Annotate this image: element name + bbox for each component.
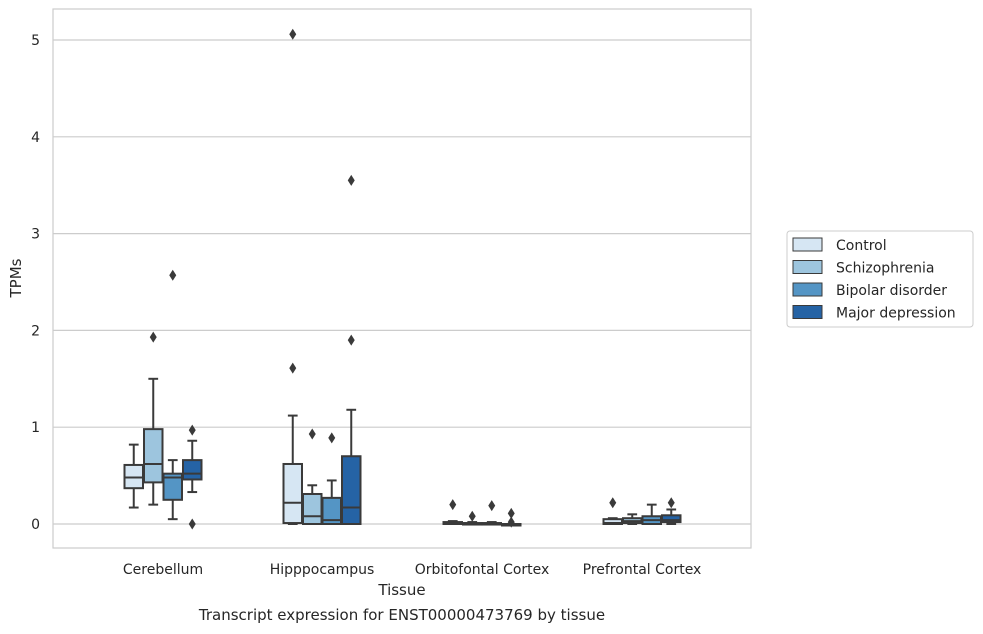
box-major-depression xyxy=(341,174,362,525)
box-bipolar-disorder xyxy=(641,503,662,525)
box-schizophrenia xyxy=(302,428,323,526)
y-tick-label: 0 xyxy=(31,517,40,533)
legend-swatch xyxy=(792,282,823,297)
box-bipolar-disorder xyxy=(481,500,502,526)
box xyxy=(282,462,303,525)
outlier-point xyxy=(328,432,336,444)
legend-swatch xyxy=(792,305,823,319)
box xyxy=(341,455,362,525)
x-tick-label: Cerebellum xyxy=(123,562,203,578)
box-bipolar-disorder xyxy=(321,432,342,526)
box-schizophrenia xyxy=(143,331,164,506)
outlier-point xyxy=(609,497,617,509)
outlier-point xyxy=(507,516,515,528)
box-schizophrenia xyxy=(462,510,483,526)
legend: Control Schizophrenia Bipolar disorder Majo… xyxy=(786,230,974,328)
box-control xyxy=(282,28,303,525)
box xyxy=(143,428,164,484)
outlier-point xyxy=(149,331,157,343)
legend-label: Control xyxy=(836,238,887,254)
y-tick-label: 4 xyxy=(31,130,40,146)
figure-caption: Transcript expression for ENST0000047376… xyxy=(198,606,606,624)
outlier-point xyxy=(507,507,515,519)
x-tick-label: Orbitofontal Cortex xyxy=(415,562,550,578)
box xyxy=(162,472,183,501)
box-major-depression xyxy=(661,497,682,525)
box xyxy=(182,459,203,481)
plot-area xyxy=(52,8,752,549)
box-schizophrenia xyxy=(622,513,643,525)
x-axis-label: Tissue xyxy=(377,581,425,599)
outlier-point xyxy=(289,362,297,374)
box-control xyxy=(123,443,144,509)
y-tick-label: 5 xyxy=(31,33,40,49)
outlier-point xyxy=(347,334,355,346)
box-major-depression xyxy=(182,424,203,530)
outlier-point xyxy=(188,518,196,530)
box-groups xyxy=(123,28,682,530)
legend-swatch xyxy=(792,260,823,274)
outlier-point xyxy=(347,174,355,186)
x-axis-ticks: Cerebellum Hipppocampus Orbitofontal Corte… xyxy=(123,562,701,578)
y-tick-label: 2 xyxy=(31,323,40,339)
outlier-point xyxy=(667,497,675,509)
y-tick-label: 3 xyxy=(31,227,40,243)
outlier-point xyxy=(188,424,196,436)
outlier-point xyxy=(449,499,457,511)
box-control xyxy=(442,499,463,526)
outlier-point xyxy=(289,28,297,40)
box-bipolar-disorder xyxy=(162,269,183,521)
y-axis-label: TPMs xyxy=(7,258,25,298)
box xyxy=(302,492,323,526)
legend-label: Bipolar disorder xyxy=(836,283,947,299)
outlier-point xyxy=(468,510,476,522)
outlier-point xyxy=(488,500,496,512)
legend-swatch xyxy=(792,237,823,252)
outlier-point xyxy=(169,269,177,281)
box xyxy=(661,514,682,524)
legend-label: Schizophrenia xyxy=(836,261,934,277)
y-tick-label: 1 xyxy=(31,420,40,436)
box-control xyxy=(602,497,623,525)
outlier-point xyxy=(308,428,316,440)
y-axis-ticks: 0 1 2 3 4 5 xyxy=(31,33,40,533)
legend-label: Major depression xyxy=(836,306,956,322)
legend-frame xyxy=(786,230,974,328)
x-tick-label: Prefrontal Cortex xyxy=(583,562,702,578)
box-major-depression xyxy=(501,507,522,528)
x-tick-label: Hipppocampus xyxy=(270,562,375,578)
